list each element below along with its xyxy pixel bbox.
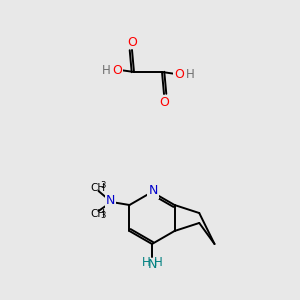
Text: H: H — [102, 64, 110, 76]
Text: CH: CH — [90, 183, 105, 193]
Text: N: N — [147, 259, 157, 272]
Text: O: O — [174, 68, 184, 80]
Text: N: N — [148, 184, 158, 197]
Text: CH: CH — [90, 209, 105, 219]
Text: 3: 3 — [101, 212, 106, 220]
Text: N: N — [106, 194, 115, 208]
Text: 3: 3 — [101, 182, 106, 190]
Text: H: H — [142, 256, 150, 268]
Text: O: O — [112, 64, 122, 76]
Text: O: O — [127, 35, 137, 49]
Text: H: H — [154, 256, 162, 268]
Text: H: H — [186, 68, 194, 80]
Text: O: O — [159, 95, 169, 109]
